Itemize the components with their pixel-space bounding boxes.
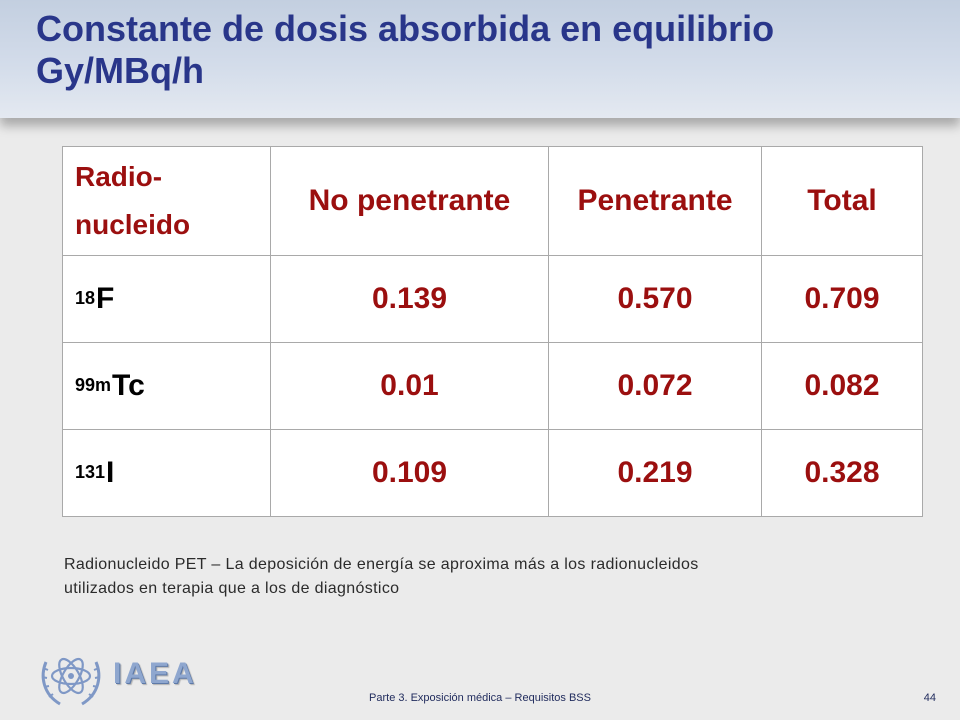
no-penetrante-cell: 0.109 xyxy=(270,429,549,517)
total-cell: 0.328 xyxy=(761,429,923,517)
title-band xyxy=(0,0,960,118)
header-no-penetrante: No penetrante xyxy=(270,146,549,256)
total-cell: 0.709 xyxy=(761,255,923,343)
table-row: 18F 0.139 0.570 0.709 xyxy=(62,255,923,343)
mass-number: 131 xyxy=(75,462,106,482)
penetrante-cell: 0.219 xyxy=(548,429,762,517)
header-radio-line1: Radio- xyxy=(75,161,163,192)
iaea-logo-icon xyxy=(41,657,101,706)
pet-note-line2: utilizados en terapia que a los de diagn… xyxy=(64,580,400,597)
page-number: 44 xyxy=(923,692,936,704)
header-radio-line2: nucleido xyxy=(75,209,191,240)
footer-caption: Parte 3. Exposición médica – Requisitos … xyxy=(369,692,591,704)
dose-constant-table: Radio- nucleido No penetrante Penetrante… xyxy=(62,146,923,517)
element-symbol: F xyxy=(96,282,115,315)
header-radionucleido: Radio- nucleido xyxy=(62,146,271,256)
nuclide-cell: 18F xyxy=(62,255,271,343)
pet-note-line1: Radionucleido PET – La deposición de ene… xyxy=(64,556,699,573)
mass-number: 99m xyxy=(75,375,112,395)
header-total: Total xyxy=(761,146,923,256)
nuclide-cell: 99mTc xyxy=(62,342,271,430)
pet-note: Radionucleido PET – La deposición de ene… xyxy=(64,553,904,601)
element-symbol: Tc xyxy=(112,369,145,402)
slide-title-line2: Gy/MBq/h xyxy=(36,50,204,91)
penetrante-cell: 0.570 xyxy=(548,255,762,343)
penetrante-cell: 0.072 xyxy=(548,342,762,430)
element-symbol: I xyxy=(106,456,115,489)
table-header-row: Radio- nucleido No penetrante Penetrante… xyxy=(62,146,923,256)
slide-title: Constante de dosis absorbida en equilibr… xyxy=(36,8,936,92)
no-penetrante-cell: 0.01 xyxy=(270,342,549,430)
slide-title-line1: Constante de dosis absorbida en equilibr… xyxy=(36,8,775,49)
mass-number: 18 xyxy=(75,288,96,308)
iaea-wordmark: IAEA xyxy=(113,657,197,690)
header-penetrante: Penetrante xyxy=(548,146,762,256)
total-cell: 0.082 xyxy=(761,342,923,430)
no-penetrante-cell: 0.139 xyxy=(270,255,549,343)
table-row: 131I 0.109 0.219 0.328 xyxy=(62,429,923,517)
nuclide-cell: 131I xyxy=(62,429,271,517)
table-row: 99mTc 0.01 0.072 0.082 xyxy=(62,342,923,430)
